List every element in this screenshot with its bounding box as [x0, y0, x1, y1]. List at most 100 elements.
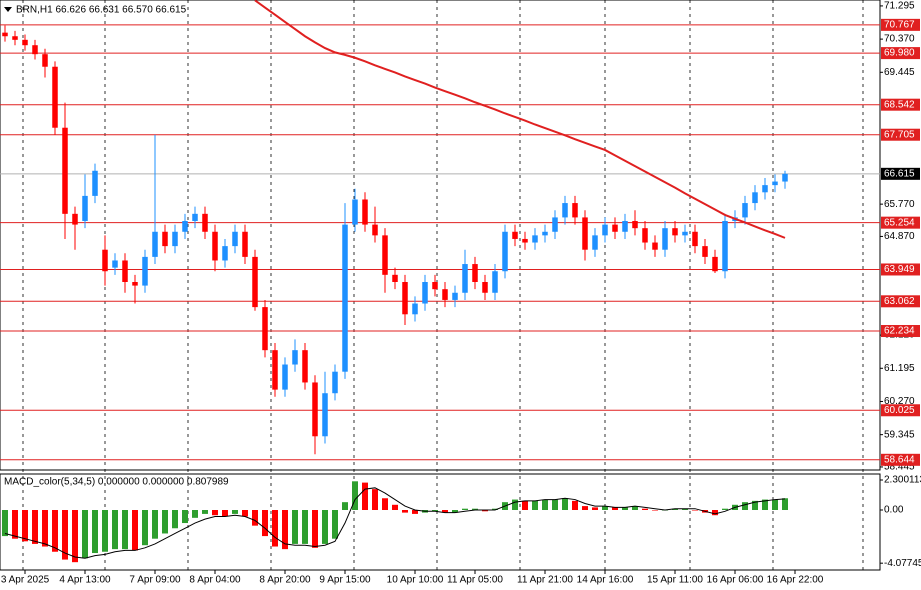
y-tick-label: 59.345	[884, 429, 915, 440]
level-label: 62.234	[884, 326, 915, 337]
macd-bar	[122, 510, 128, 550]
macd-bar	[432, 510, 438, 512]
x-tick-label: 11 Apr 05:00	[447, 575, 503, 586]
menu-triangle[interactable]	[4, 7, 12, 12]
macd-bar	[582, 506, 588, 510]
candle-body	[92, 170, 98, 196]
x-tick-label: 7 Apr 09:00	[129, 575, 181, 586]
macd-bar	[142, 510, 148, 546]
signal-line	[4, 487, 786, 559]
macd-bar	[642, 508, 648, 510]
candle-body	[162, 231, 168, 247]
current-price-label: 66.615	[884, 168, 915, 179]
macd-bar	[102, 510, 108, 552]
candle-body	[212, 231, 218, 261]
candle-body	[52, 66, 58, 128]
macd-bar	[282, 510, 288, 550]
candle-body	[662, 228, 668, 250]
macd-bar	[742, 502, 748, 510]
y-tick-label: 61.195	[884, 363, 915, 374]
macd-bar	[592, 507, 598, 510]
x-tick-label: 16 Apr 22:00	[767, 575, 824, 586]
candle-body	[772, 181, 778, 186]
level-label-box	[881, 325, 920, 338]
candle-body	[282, 364, 288, 390]
y-tick-label: 70.370	[884, 34, 915, 45]
macd-bar	[552, 499, 558, 510]
candle-body	[742, 203, 748, 218]
candle-body	[582, 217, 588, 250]
macd-bar	[212, 510, 218, 516]
candle-body	[322, 393, 328, 437]
level-label-box	[881, 98, 920, 111]
candle-body	[472, 264, 478, 282]
candle-body	[152, 231, 158, 257]
chart-header: BRN,H1 66.626 66.631 66.570 66.615	[16, 5, 187, 16]
level-label: 67.705	[884, 129, 915, 140]
candle-body	[82, 195, 88, 222]
candle-body	[22, 39, 28, 46]
macd-bar	[542, 499, 548, 510]
candle-body	[482, 282, 488, 293]
level-label-box	[881, 47, 920, 60]
macd-bar	[562, 498, 568, 510]
candle-body	[672, 228, 678, 236]
candle-body	[562, 203, 568, 218]
candle-body	[362, 199, 368, 225]
candle-body	[172, 231, 178, 247]
candle-body	[122, 260, 128, 282]
level-label-box	[881, 404, 920, 417]
candle-body	[222, 246, 228, 261]
macd-bar	[572, 500, 578, 510]
y-tick-label: -4.077459	[884, 558, 921, 569]
macd-bar	[752, 500, 758, 510]
level-label-box	[881, 128, 920, 141]
macd-bar	[772, 499, 778, 510]
macd-bar	[512, 499, 518, 510]
moving-average	[254, 0, 786, 239]
y-tick-label: 60.270	[884, 396, 915, 407]
macd-bar	[132, 510, 138, 551]
candle-body	[642, 228, 648, 243]
macd-bar	[392, 504, 398, 510]
macd-bar	[722, 508, 728, 510]
macd-bar	[192, 510, 198, 518]
macd-bar	[82, 510, 88, 559]
macd-bar	[52, 510, 58, 552]
macd-bar	[762, 499, 768, 510]
candle-body	[492, 271, 498, 293]
candle-body	[712, 256, 718, 272]
y-tick-label: 71.295	[884, 1, 915, 12]
macd-bar	[22, 510, 28, 542]
macd-bar	[182, 510, 188, 524]
macd-bar	[362, 482, 368, 510]
candle-body	[142, 256, 148, 286]
macd-bar	[482, 510, 488, 512]
candle-body	[242, 231, 248, 257]
main-panel	[0, 0, 881, 471]
candle-body	[382, 235, 388, 275]
macd-bar	[682, 508, 688, 510]
macd-bar	[462, 508, 468, 510]
macd-bar	[692, 510, 698, 511]
level-label-box	[881, 18, 920, 31]
x-tick-label: 4 Apr 13:00	[59, 575, 111, 586]
y-tick-label: 69.445	[884, 67, 915, 78]
macd-bar	[712, 510, 718, 516]
macd-bar	[332, 510, 338, 539]
macd-bar	[402, 510, 408, 513]
candle-body	[232, 231, 238, 247]
candle-body	[72, 213, 78, 225]
candle-body	[312, 382, 318, 437]
macd-bar	[322, 510, 328, 544]
candle-body	[252, 256, 258, 308]
candle-body	[342, 224, 348, 372]
macd-bar	[652, 510, 658, 511]
candle-body	[422, 282, 428, 304]
candle-body	[42, 54, 48, 67]
level-label: 63.949	[884, 264, 915, 275]
macd-bar	[472, 508, 478, 510]
macd-bar	[222, 510, 228, 517]
candle-body	[132, 282, 138, 286]
macd-bar	[292, 510, 298, 544]
